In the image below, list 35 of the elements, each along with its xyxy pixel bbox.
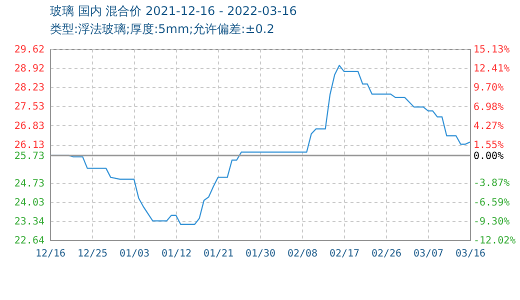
x-tick-label: 12/16: [35, 248, 66, 260]
x-tick-label: 02/26: [371, 248, 402, 260]
chart-title: 玻璃 国内 混合价 2021-12-16 - 2022-03-16: [50, 4, 297, 18]
x-tick-label: 03/07: [413, 248, 444, 260]
chart-subtitle: 类型:浮法玻璃;厚度:5mm;允许偏差:±0.2: [50, 22, 274, 36]
y-tick-label: 25.73: [14, 150, 44, 162]
y2-tick-label: 9.70%: [474, 82, 504, 94]
y2-tick-label: 12.41%: [474, 64, 510, 75]
y2-tick-label: -6.59%: [474, 197, 510, 208]
y-tick-label: 23.34: [14, 216, 44, 228]
y2-tick-label: -3.87%: [474, 178, 510, 190]
y-tick-label: 24.03: [14, 197, 44, 208]
y2-tick-label: 15.13%: [474, 44, 510, 56]
x-tick-label: 02/08: [287, 248, 318, 260]
y-tick-label: 22.64: [14, 236, 44, 246]
x-tick-label: 12/25: [77, 248, 108, 260]
x-tick-label: 01/03: [119, 248, 150, 260]
y-tick-label: 27.53: [14, 102, 44, 113]
y2-tick-label: 4.27%: [474, 120, 504, 132]
x-tick-label: 03/16: [455, 248, 486, 260]
y2-tick-label: -9.30%: [474, 216, 510, 228]
y-tick-label: 28.92: [14, 64, 44, 75]
x-tick-label: 01/21: [203, 248, 234, 260]
y-tick-label: 29.62: [14, 44, 44, 56]
x-tick-label: 02/17: [329, 248, 360, 260]
x-tick-label: 01/12: [161, 248, 192, 260]
y-tick-label: 24.73: [14, 178, 44, 190]
y-tick-label: 26.83: [14, 120, 44, 132]
x-tick-label: 01/30: [245, 248, 276, 260]
y2-tick-label: 0.00%: [474, 150, 504, 162]
y2-tick-label: 1.55%: [474, 140, 504, 152]
y-tick-label: 26.13: [14, 140, 44, 151]
y-tick-label: 28.23: [14, 82, 44, 94]
y2-tick-label: 6.98%: [474, 102, 504, 113]
y2-tick-label: -12.02%: [474, 236, 516, 246]
